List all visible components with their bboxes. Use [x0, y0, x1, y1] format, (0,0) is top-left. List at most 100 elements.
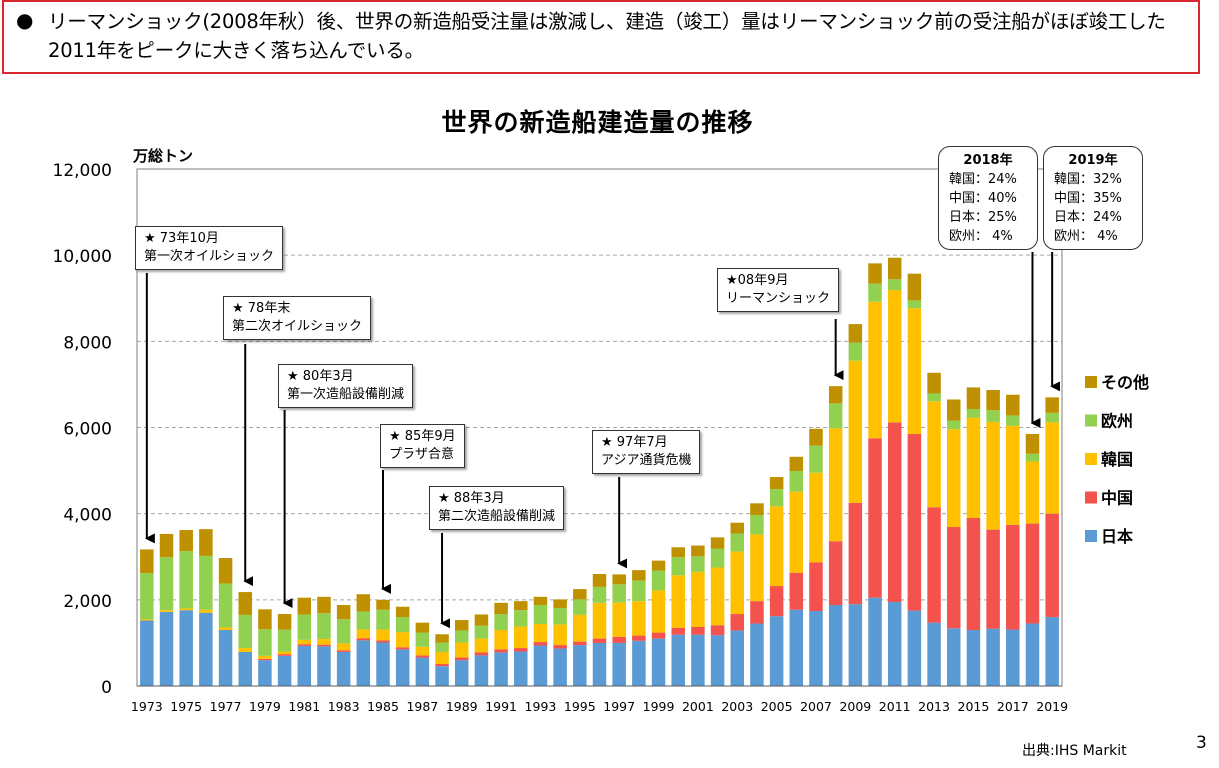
bar-segment [848, 360, 863, 503]
x-tick-label: 1981 [288, 699, 320, 714]
bar-segment [592, 638, 607, 643]
bar-segment [573, 614, 587, 642]
bar-segment [238, 592, 252, 615]
bar-segment [947, 527, 961, 629]
callout-date: ★ 73年10月 [144, 231, 219, 246]
callout-plaza-accord: ★ 85年9月 プラザ合意 [380, 424, 465, 468]
bar-segment [179, 530, 193, 552]
x-tick-label: 1999 [643, 699, 675, 714]
bar-segment [199, 555, 213, 610]
bar-segment [1025, 461, 1040, 524]
bar-segment [435, 634, 449, 643]
bar-segment [612, 642, 626, 686]
y-tick-label: 6,000 [63, 420, 112, 440]
bar-segment [789, 491, 804, 573]
bar-segment [632, 640, 646, 686]
bar-segment [1045, 617, 1059, 686]
bar-segment [730, 551, 745, 615]
bar-segment [415, 655, 430, 658]
callout-label: リーマンショック [726, 291, 831, 306]
bar-segment [258, 660, 272, 686]
bar-segment [907, 300, 922, 309]
callout-label: アジア通貨危機 [601, 453, 692, 468]
callout-lehman-shock: ★08年9月 リーマンショック [717, 268, 840, 312]
bar-segment [435, 664, 449, 667]
bar-segment [887, 601, 902, 686]
share-row: 韓国：24% [949, 172, 1017, 187]
bar-segment [769, 506, 784, 587]
bar-segment [395, 649, 410, 686]
bar-segment [651, 632, 666, 639]
bar-segment [573, 589, 587, 600]
share-box-title: 2019年 [1068, 153, 1118, 168]
bar-segment [632, 635, 646, 641]
bar-segment [927, 372, 941, 394]
bar-segment [1006, 425, 1020, 525]
callout-date: ★ 80年3月 [287, 369, 354, 384]
y-tick-label: 2,000 [63, 592, 112, 612]
legend-swatch [1085, 376, 1097, 388]
bar-segment [651, 570, 666, 591]
bar-segment [415, 646, 430, 656]
bar-segment [1006, 415, 1020, 426]
bar-series [140, 257, 1059, 686]
bar-segment [809, 445, 823, 473]
bar-segment [947, 628, 961, 686]
bar-segment [1025, 453, 1040, 462]
bar-segment [986, 529, 1000, 629]
page-number: 3 [1196, 733, 1207, 753]
bar-segment [1006, 629, 1020, 686]
bar-segment [848, 342, 863, 361]
x-tick-label: 2001 [682, 699, 714, 714]
bar-segment [966, 517, 981, 630]
bar-segment [553, 645, 567, 649]
bar-segment [317, 596, 331, 614]
x-tick-label: 1979 [249, 699, 281, 714]
bar-segment [848, 604, 863, 686]
source-note: 出典:IHS Markit [1022, 743, 1127, 759]
bar-segment [691, 556, 705, 572]
bar-segment [533, 645, 548, 686]
bar-segment [809, 562, 823, 612]
bar-segment [651, 590, 666, 633]
bar-segment [868, 263, 882, 284]
bar-segment [474, 652, 489, 656]
bar-segment [907, 610, 922, 686]
callout-oil-shock-2: ★ 78年末 第二次オイルショック [223, 296, 372, 340]
callout-date: ★08年9月 [726, 273, 789, 288]
bar-segment [612, 602, 626, 637]
bar-segment [356, 640, 371, 686]
bar-segment [769, 616, 784, 686]
bar-segment [671, 575, 685, 628]
bar-segment [789, 456, 804, 472]
bar-segment [218, 558, 233, 584]
bar-segment [671, 627, 685, 635]
bar-segment [218, 627, 233, 630]
bar-segment [277, 651, 292, 655]
bar-segment [828, 541, 843, 606]
bar-segment [199, 609, 213, 613]
bar-segment [750, 514, 764, 535]
bar-segment [474, 655, 489, 686]
x-tick-label: 1989 [446, 699, 478, 714]
bar-segment [140, 620, 154, 686]
callout-label: 第二次造船設備削減 [438, 509, 556, 524]
bar-segment [710, 625, 725, 636]
x-tick-label: 1993 [525, 699, 557, 714]
bar-segment [848, 324, 863, 343]
bar-segment [573, 641, 587, 646]
bar-segment [533, 605, 548, 624]
bar-segment [809, 428, 823, 446]
bar-segment [317, 646, 331, 686]
bar-segment [828, 605, 843, 686]
bar-segment [966, 417, 981, 518]
bar-segment [277, 655, 292, 686]
bar-segment [336, 619, 351, 644]
bar-segment [454, 620, 469, 631]
share-box-2018: 2018年 韓国：24% 中国：40% 日本：25% 欧州： 4% [938, 146, 1038, 250]
legend-swatch [1085, 530, 1097, 542]
bar-segment [907, 308, 922, 434]
callout-date: ★ 78年末 [232, 301, 291, 316]
bar-segment [828, 428, 843, 542]
